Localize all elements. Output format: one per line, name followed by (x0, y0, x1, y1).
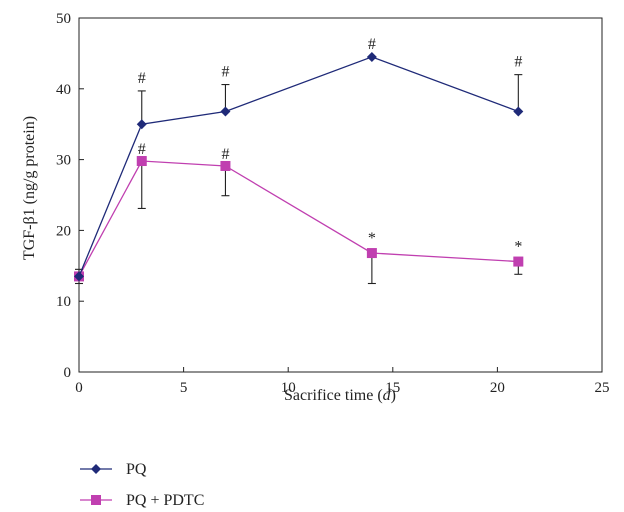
plot-frame (78, 17, 603, 373)
y-tick-label-50: 50 (56, 11, 71, 27)
series-layer: # # * * # # # # (74, 36, 524, 285)
point-pq-pdtc-4 (513, 256, 524, 267)
x-axis-label: Sacrifice time (d) (284, 387, 396, 404)
point-pq-0 (74, 271, 84, 282)
x-axis-label-unit: d (383, 387, 392, 404)
legend-item-pq-pdtc: PQ + PDTC (80, 492, 204, 509)
x-tick-label-5: 5 (180, 380, 188, 396)
annotation-pq-3: # (368, 36, 376, 53)
series-line-pq (78, 56, 519, 277)
x-tick-label-10: 10 (281, 380, 296, 396)
y-tick-label-10: 10 (56, 294, 71, 310)
x-tick-label-20: 20 (490, 380, 505, 396)
annotation-pq-1: # (138, 70, 146, 87)
point-pq-pdtc-1 (136, 156, 147, 167)
annotation-pq-pdtc-3: * (368, 230, 376, 247)
series-pq: # # # # (74, 36, 524, 282)
x-axis: 0 5 10 15 20 25 (75, 367, 610, 396)
legend: PQ PQ + PDTC (80, 461, 204, 509)
legend-item-pq: PQ (80, 461, 147, 478)
point-pq-4 (513, 106, 524, 117)
x-tick-label-0: 0 (75, 380, 83, 396)
point-pq-3 (366, 51, 377, 62)
point-pq-1 (136, 119, 147, 130)
legend-marker-pq-diamond-icon (91, 464, 101, 474)
y-tick-label-40: 40 (56, 82, 71, 98)
annotation-pq-pdtc-1: # (138, 141, 146, 158)
legend-label-pq: PQ (126, 461, 147, 478)
series-line-pq-pdtc (78, 160, 519, 277)
y-axis: 0 10 20 30 40 50 (56, 11, 84, 381)
x-tick-label-15: 15 (385, 380, 400, 396)
legend-label-pq-pdtc: PQ + PDTC (126, 492, 204, 509)
annotation-pq-4: # (514, 54, 522, 71)
y-tick-label-20: 20 (56, 223, 71, 239)
annotation-pq-2: # (221, 64, 229, 81)
point-pq-pdtc-2 (220, 160, 231, 171)
x-tick-label-25: 25 (595, 380, 610, 396)
y-axis-label: TGF-β1 (ng/g protein) (21, 116, 38, 260)
point-pq-2 (220, 106, 231, 117)
annotation-pq-pdtc-4: * (514, 239, 522, 256)
x-axis-label-text: Sacrifice time (284, 387, 373, 404)
series-pq-pdtc: # # * * (74, 141, 524, 285)
y-tick-label-0: 0 (64, 365, 72, 381)
point-pq-pdtc-3 (366, 248, 377, 259)
legend-marker-pq-pdtc-square-icon (91, 495, 101, 505)
plot-area (78, 17, 603, 373)
y-tick-label-30: 30 (56, 153, 71, 169)
annotation-pq-pdtc-2: # (221, 146, 229, 163)
